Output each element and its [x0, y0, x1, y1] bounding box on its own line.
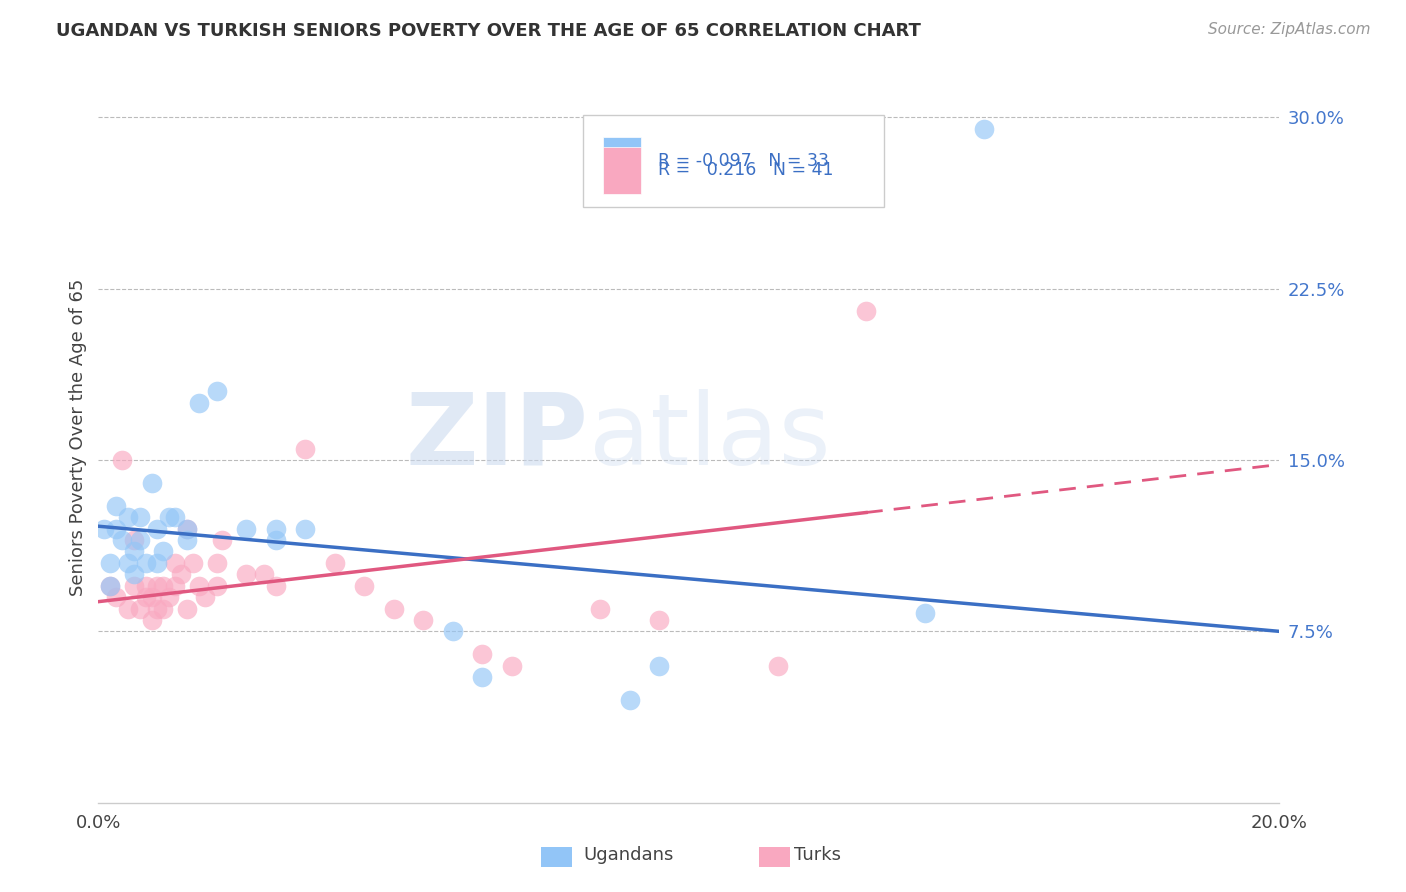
Point — [589, 601, 612, 615]
Point — [648, 658, 671, 673]
Point — [973, 121, 995, 136]
Point — [205, 556, 228, 570]
Point — [135, 579, 157, 593]
Point — [105, 590, 128, 604]
Point — [128, 510, 150, 524]
Point — [152, 601, 174, 615]
Point — [146, 521, 169, 535]
Point — [170, 567, 193, 582]
Point — [441, 624, 464, 639]
Point — [98, 579, 121, 593]
Point — [176, 521, 198, 535]
Point — [98, 579, 121, 593]
Point — [471, 647, 494, 661]
Point — [122, 544, 145, 558]
Point — [117, 556, 139, 570]
Point — [264, 579, 287, 593]
Text: ZIP: ZIP — [406, 389, 589, 485]
Point — [157, 510, 180, 524]
Point — [187, 579, 209, 593]
Point — [165, 556, 187, 570]
Text: UGANDAN VS TURKISH SENIORS POVERTY OVER THE AGE OF 65 CORRELATION CHART: UGANDAN VS TURKISH SENIORS POVERTY OVER … — [56, 22, 921, 40]
Point — [471, 670, 494, 684]
Text: atlas: atlas — [589, 389, 830, 485]
Point — [855, 304, 877, 318]
Point — [157, 590, 180, 604]
FancyBboxPatch shape — [603, 146, 641, 194]
Point — [135, 590, 157, 604]
Point — [176, 533, 198, 547]
Point — [235, 521, 257, 535]
Point — [501, 658, 523, 673]
Point — [205, 579, 228, 593]
Point — [105, 521, 128, 535]
Point — [141, 590, 163, 604]
Point — [187, 396, 209, 410]
Point — [165, 510, 187, 524]
Point — [128, 601, 150, 615]
Point — [135, 556, 157, 570]
Point — [122, 533, 145, 547]
Point — [253, 567, 276, 582]
Point — [165, 579, 187, 593]
Point — [146, 579, 169, 593]
Point — [146, 556, 169, 570]
Point — [152, 544, 174, 558]
Text: Turks: Turks — [794, 847, 841, 864]
Point — [117, 510, 139, 524]
Text: R =   0.216   N = 41: R = 0.216 N = 41 — [658, 161, 834, 179]
Point — [98, 556, 121, 570]
Point — [205, 384, 228, 399]
Point — [152, 579, 174, 593]
Text: Source: ZipAtlas.com: Source: ZipAtlas.com — [1208, 22, 1371, 37]
Point — [122, 579, 145, 593]
Point — [146, 601, 169, 615]
Point — [141, 613, 163, 627]
Y-axis label: Seniors Poverty Over the Age of 65: Seniors Poverty Over the Age of 65 — [69, 278, 87, 596]
Point — [914, 606, 936, 620]
Point — [648, 613, 671, 627]
Point — [619, 693, 641, 707]
Point — [111, 533, 134, 547]
Point — [264, 521, 287, 535]
Point — [766, 658, 789, 673]
Point — [235, 567, 257, 582]
Point — [128, 533, 150, 547]
Point — [194, 590, 217, 604]
FancyBboxPatch shape — [603, 137, 641, 185]
Point — [211, 533, 233, 547]
Point — [176, 521, 198, 535]
Point — [353, 579, 375, 593]
Text: Ugandans: Ugandans — [583, 847, 673, 864]
Point — [382, 601, 405, 615]
Text: R = -0.097   N = 33: R = -0.097 N = 33 — [658, 152, 830, 170]
FancyBboxPatch shape — [582, 115, 884, 207]
Point — [294, 442, 316, 456]
Point — [323, 556, 346, 570]
Point — [105, 499, 128, 513]
Point — [412, 613, 434, 627]
Point — [122, 567, 145, 582]
Point — [176, 601, 198, 615]
Point — [111, 453, 134, 467]
Point — [294, 521, 316, 535]
Point — [264, 533, 287, 547]
Point — [117, 601, 139, 615]
Point — [93, 521, 115, 535]
Point — [181, 556, 204, 570]
Point — [141, 475, 163, 490]
